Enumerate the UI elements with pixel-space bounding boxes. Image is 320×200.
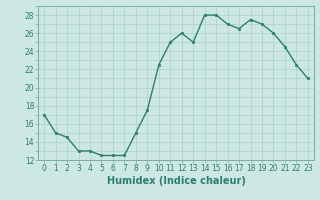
X-axis label: Humidex (Indice chaleur): Humidex (Indice chaleur)	[107, 176, 245, 186]
